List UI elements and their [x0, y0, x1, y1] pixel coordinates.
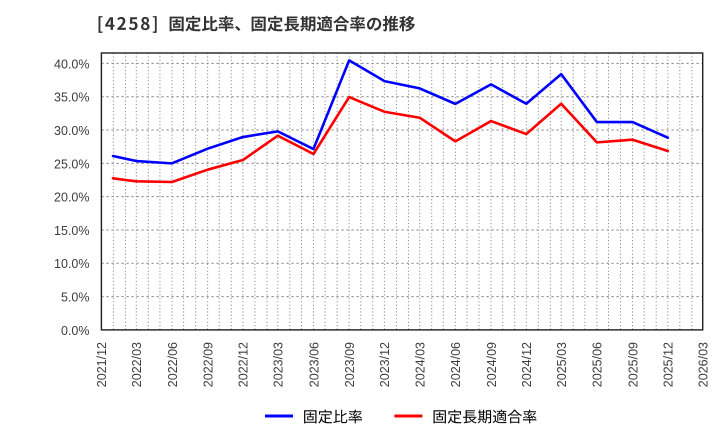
- svg-text:2022/12: 2022/12: [237, 342, 251, 387]
- svg-text:25.0%: 25.0%: [54, 157, 89, 171]
- svg-text:2024/12: 2024/12: [520, 342, 534, 387]
- svg-text:2024/03: 2024/03: [413, 342, 427, 387]
- svg-text:2023/12: 2023/12: [378, 342, 392, 387]
- svg-text:15.0%: 15.0%: [54, 224, 89, 238]
- svg-text:2025/03: 2025/03: [555, 342, 569, 387]
- svg-text:35.0%: 35.0%: [54, 91, 89, 105]
- svg-text:2022/09: 2022/09: [201, 342, 215, 387]
- svg-text:2025/12: 2025/12: [662, 342, 676, 387]
- svg-text:20.0%: 20.0%: [54, 191, 89, 205]
- svg-text:2021/12: 2021/12: [95, 342, 109, 387]
- svg-text:2023/09: 2023/09: [343, 342, 357, 387]
- svg-text:2024/06: 2024/06: [449, 342, 463, 387]
- svg-text:2022/06: 2022/06: [166, 342, 180, 387]
- svg-text:5.0%: 5.0%: [61, 290, 90, 304]
- svg-text:2026/03: 2026/03: [697, 342, 711, 387]
- svg-text:40.0%: 40.0%: [54, 57, 89, 71]
- svg-text:0.0%: 0.0%: [61, 324, 90, 338]
- svg-text:2023/06: 2023/06: [307, 342, 321, 387]
- svg-text:30.0%: 30.0%: [54, 124, 89, 138]
- svg-text:10.0%: 10.0%: [54, 257, 89, 271]
- svg-text:2024/09: 2024/09: [485, 342, 499, 387]
- svg-text:2022/03: 2022/03: [130, 342, 144, 387]
- svg-text:2025/06: 2025/06: [591, 342, 605, 387]
- svg-text:2023/03: 2023/03: [272, 342, 286, 387]
- svg-text:2025/09: 2025/09: [626, 342, 640, 387]
